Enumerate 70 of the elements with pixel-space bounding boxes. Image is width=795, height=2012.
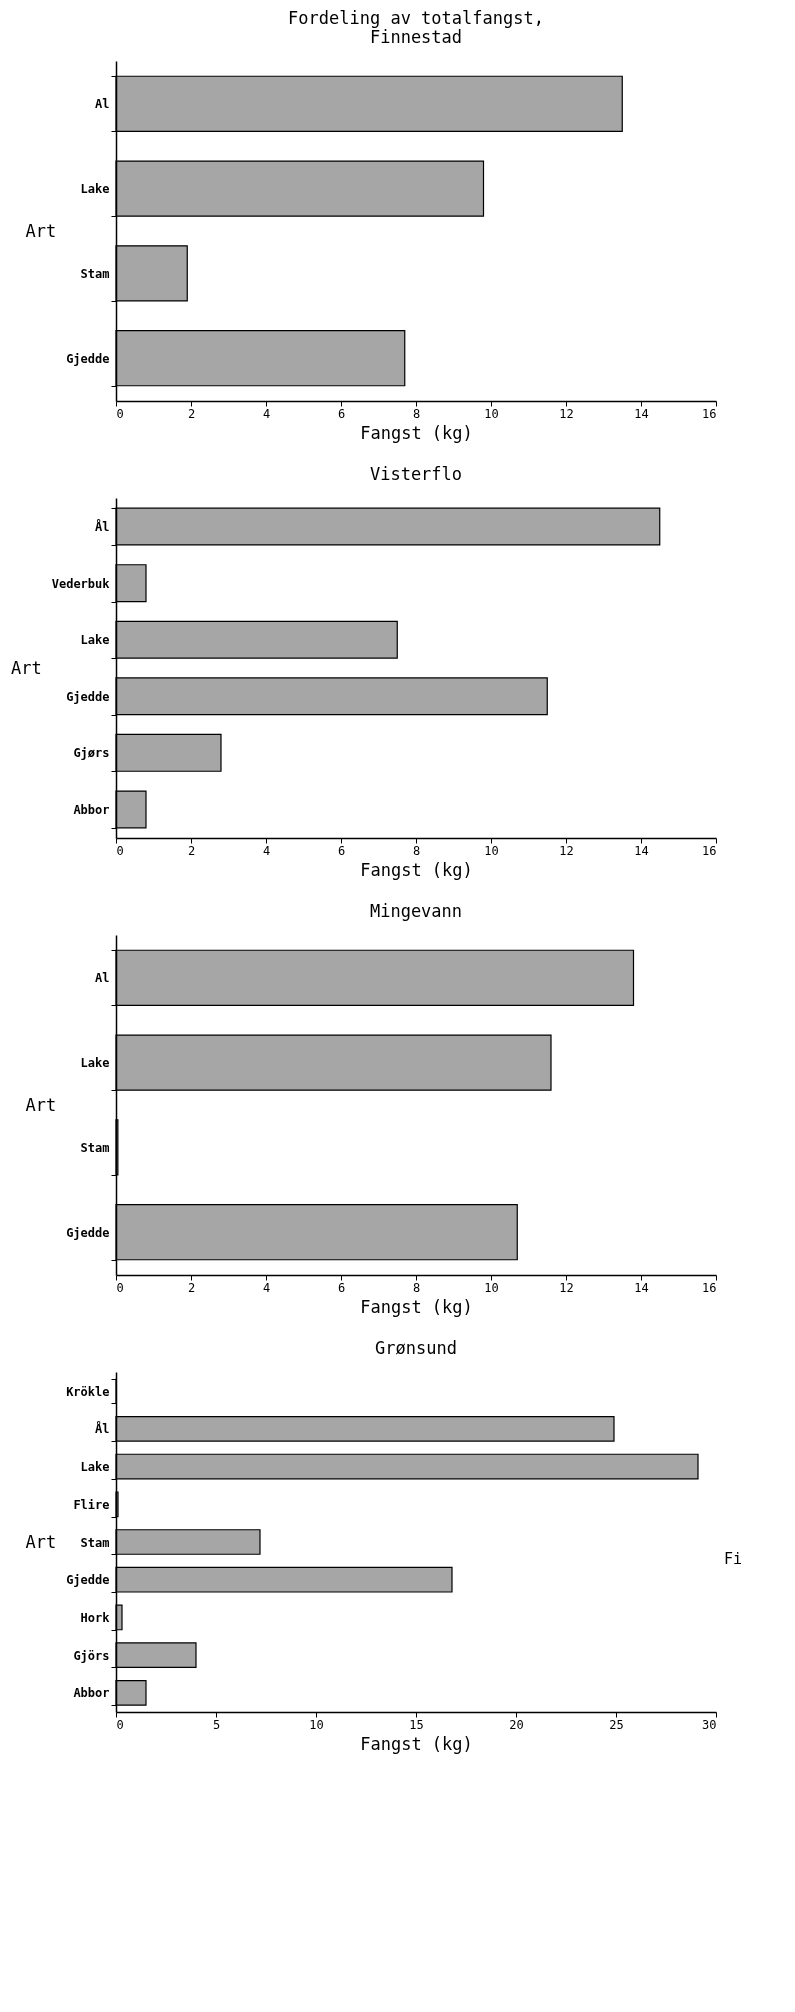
x-tick-label: 12: [559, 843, 574, 858]
y-axis-title: Art: [25, 1531, 57, 1552]
y-tick-label: Gjedde: [66, 1573, 110, 1588]
x-tick-label: 20: [509, 1717, 524, 1732]
x-axis-title: Fangst (kg): [360, 1296, 473, 1317]
x-tick-label: 4: [262, 843, 271, 858]
y-axis-title: Art: [25, 1094, 57, 1115]
y-tick-label: Ål: [95, 519, 110, 535]
y-tick-label: Lake: [80, 1460, 110, 1475]
y-tick-label: Stam: [80, 266, 110, 281]
y-tick-label: Abbor: [73, 802, 110, 817]
y-tick-label: Hork: [80, 1610, 111, 1625]
y-tick-label: Al: [95, 971, 110, 986]
x-axis-title: Fangst (kg): [360, 859, 473, 880]
x-tick-label: 8: [412, 1280, 421, 1295]
y-tick-label: Krökle: [66, 1384, 110, 1399]
x-tick-label: 12: [559, 406, 574, 421]
y-tick-label: Al: [95, 97, 110, 112]
x-tick-label: 14: [634, 843, 649, 858]
x-tick-label: 4: [262, 1280, 271, 1295]
x-tick-label: 16: [702, 1280, 717, 1295]
x-tick-label: 10: [309, 1717, 324, 1732]
x-tick-label: 14: [634, 406, 649, 421]
y-axis-title: Art: [25, 220, 57, 241]
x-axis-title: Fangst (kg): [360, 422, 473, 443]
x-tick-label: 6: [337, 406, 346, 421]
x-tick-label: 10: [484, 1280, 499, 1295]
x-tick-label: 0: [116, 406, 124, 421]
x-tick-label: 8: [412, 406, 421, 421]
x-tick-label: 2: [187, 1280, 196, 1295]
x-tick-label: 10: [484, 406, 499, 421]
x-tick-label: 2: [187, 843, 196, 858]
x-tick-label: 30: [702, 1717, 717, 1732]
chart-title: Fordeling av totalfangst, Finnestad: [288, 8, 544, 47]
x-tick-label: 0: [116, 843, 124, 858]
y-tick-label: Stam: [80, 1140, 110, 1155]
x-tick-label: 6: [337, 1280, 346, 1295]
x-tick-label: 0: [116, 1717, 124, 1732]
x-axis-title: Fangst (kg): [360, 1733, 473, 1754]
x-tick-label: 16: [702, 843, 717, 858]
x-tick-label: 0: [116, 1280, 124, 1295]
x-tick-label: 15: [409, 1717, 424, 1732]
chart-title: Grønsund: [375, 1338, 457, 1358]
y-tick-label: Vederbuk: [51, 576, 111, 591]
y-tick-label: Gjedde: [66, 351, 110, 366]
x-tick-label: 2: [187, 406, 196, 421]
y-tick-label: Flire: [73, 1497, 110, 1512]
y-tick-label: Lake: [80, 182, 110, 197]
y-tick-label: Gjörs: [73, 1648, 110, 1663]
x-tick-label: 10: [484, 843, 499, 858]
y-tick-label: Gjedde: [66, 1225, 110, 1240]
y-tick-label: Abbor: [73, 1686, 110, 1701]
y-tick-label: Ål: [95, 1421, 110, 1437]
text: Fi: [724, 1550, 743, 1568]
x-tick-label: 5: [212, 1717, 221, 1732]
y-tick-label: Lake: [80, 1056, 110, 1071]
y-tick-label: Lake: [80, 633, 110, 648]
y-tick-label: Gjørs: [73, 746, 110, 761]
x-tick-label: 16: [702, 406, 717, 421]
chart-title: Mingevann: [369, 901, 463, 921]
chart-title: Visterflo: [369, 464, 463, 484]
x-tick-label: 14: [634, 1280, 649, 1295]
y-tick-label: Stam: [80, 1535, 110, 1550]
x-tick-label: 8: [412, 843, 421, 858]
y-axis-title: Art: [10, 657, 42, 678]
x-tick-label: 12: [559, 1280, 574, 1295]
y-tick-label: Gjedde: [66, 689, 110, 704]
x-tick-label: 25: [609, 1717, 624, 1732]
x-tick-label: 6: [337, 843, 346, 858]
x-tick-label: 4: [262, 406, 271, 421]
